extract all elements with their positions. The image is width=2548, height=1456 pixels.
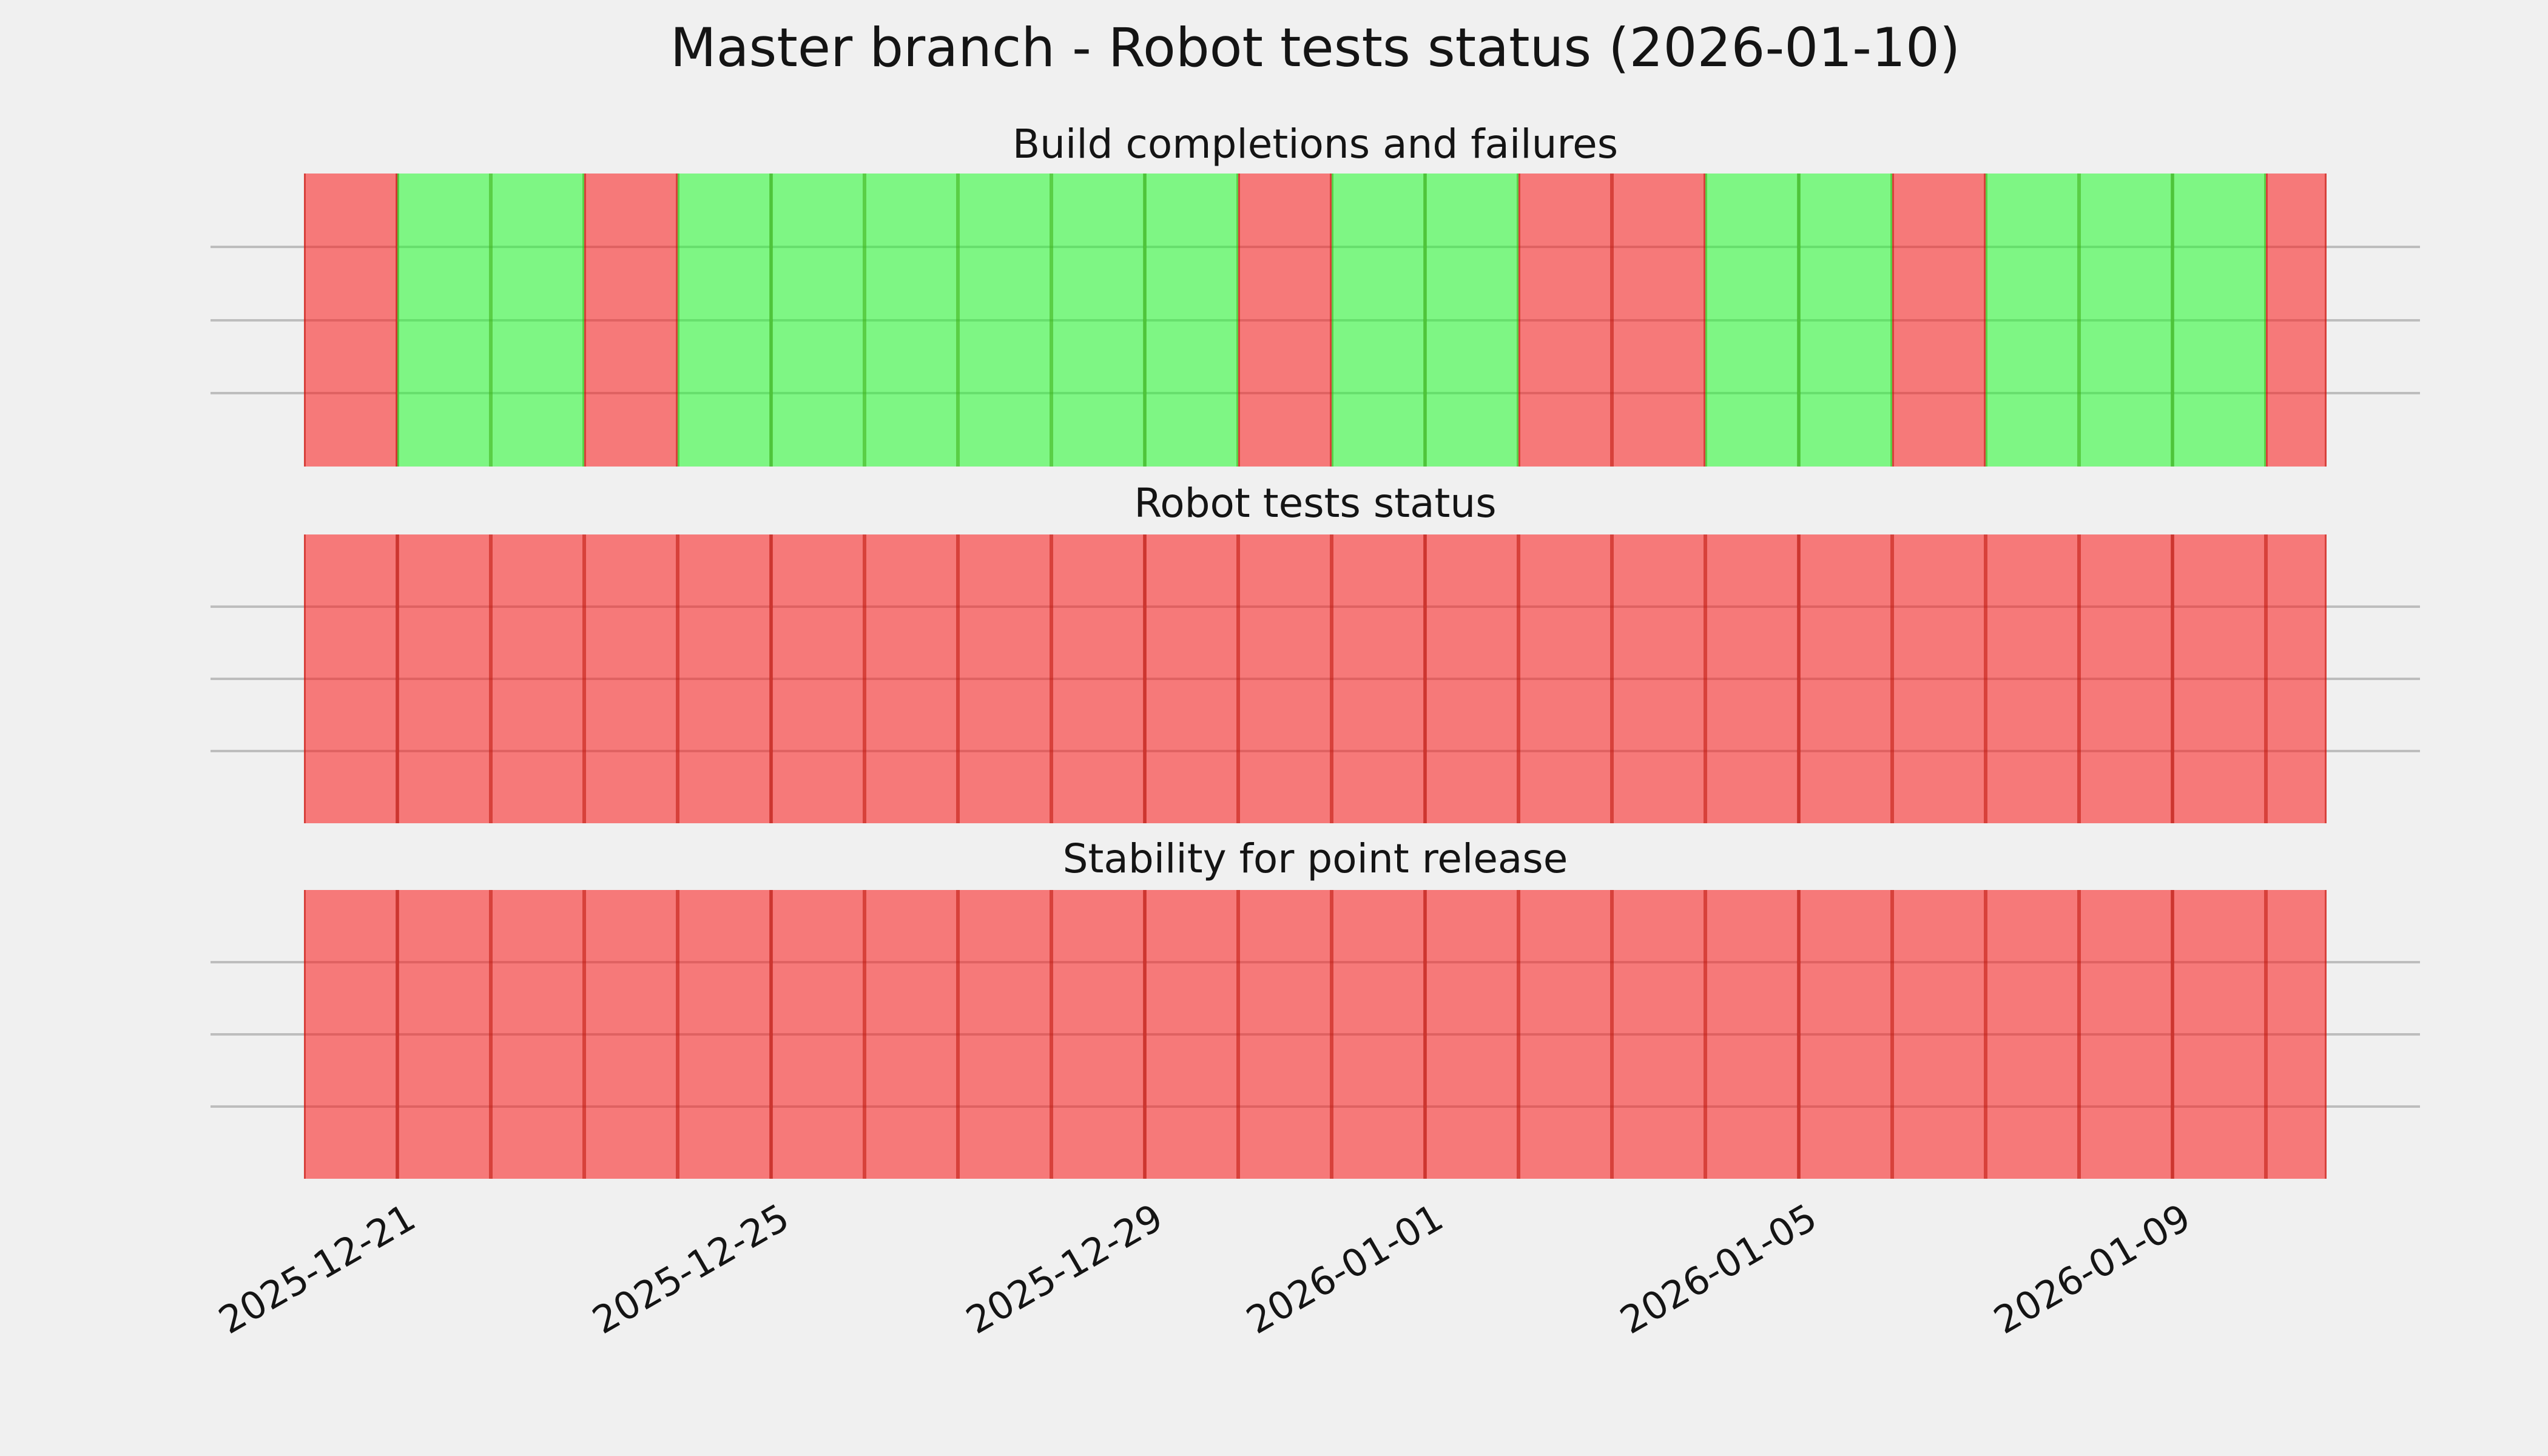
day-cell-2025-12-28-fail (1051, 534, 1145, 823)
day-cell-2025-12-30-fail (1238, 534, 1332, 823)
day-cell-2025-12-23-fail (584, 174, 678, 467)
x-tick-label-2025-12-29: 2025-12-29 (958, 1195, 1170, 1343)
day-cell-2025-12-29-fail (1144, 534, 1238, 823)
day-cell-2025-12-25-fail (770, 890, 864, 1179)
day-cell-2025-12-29-pass (1144, 174, 1238, 467)
day-cell-2026-01-10-fail (2265, 890, 2327, 1179)
day-cell-2026-01-01-fail (1424, 534, 1518, 823)
day-cell-2025-12-26-fail (864, 890, 958, 1179)
day-cell-2025-12-24-fail (677, 890, 771, 1179)
day-cell-2025-12-23-fail (584, 534, 678, 823)
day-cell-2025-12-29-fail (1144, 890, 1238, 1179)
day-cell-2026-01-08-fail (2078, 890, 2172, 1179)
day-cell-2026-01-05-fail (1798, 534, 1892, 823)
day-cell-2025-12-27-fail (957, 534, 1051, 823)
day-cell-2025-12-21-fail (397, 534, 491, 823)
day-cell-2026-01-02-fail (1518, 890, 1612, 1179)
day-cell-2026-01-03-fail (1611, 174, 1705, 467)
day-cell-2025-12-20-fail (303, 174, 397, 467)
day-cell-2026-01-02-fail (1518, 534, 1612, 823)
day-cell-2026-01-06-fail (1892, 890, 1986, 1179)
day-cell-2026-01-06-fail (1892, 174, 1986, 467)
day-cell-2026-01-02-fail (1518, 174, 1612, 467)
day-cell-2026-01-05-pass (1798, 174, 1892, 467)
day-cell-2025-12-28-pass (1051, 174, 1145, 467)
day-cell-2025-12-21-fail (397, 890, 491, 1179)
day-cell-2025-12-22-fail (490, 534, 584, 823)
day-cell-2025-12-30-fail (1238, 174, 1332, 467)
day-cell-2025-12-22-fail (490, 890, 584, 1179)
day-cell-2025-12-24-pass (677, 174, 771, 467)
x-tick-label-2025-12-21: 2025-12-21 (211, 1195, 423, 1343)
status-bars (303, 174, 2327, 467)
day-cell-2026-01-07-fail (1985, 890, 2079, 1179)
status-bars (303, 890, 2327, 1179)
figure-title: Master branch - Robot tests status (2026… (670, 16, 1961, 79)
day-cell-2026-01-01-pass (1424, 174, 1518, 467)
day-cell-2025-12-25-fail (770, 534, 864, 823)
subplot-title-stability: Stability for point release (1062, 835, 1568, 882)
day-cell-2026-01-04-fail (1705, 890, 1799, 1179)
day-cell-2025-12-24-fail (677, 534, 771, 823)
day-cell-2026-01-09-fail (2172, 890, 2266, 1179)
x-tick-label-2025-12-25: 2025-12-25 (584, 1195, 797, 1343)
x-tick-label-2026-01-05: 2026-01-05 (1612, 1195, 1824, 1343)
day-cell-2025-12-22-pass (490, 174, 584, 467)
day-cell-2026-01-10-fail (2265, 174, 2327, 467)
day-cell-2025-12-26-pass (864, 174, 958, 467)
x-tick-label-2026-01-01: 2026-01-01 (1238, 1195, 1451, 1343)
day-cell-2026-01-08-pass (2078, 174, 2172, 467)
day-cell-2026-01-05-fail (1798, 890, 1892, 1179)
day-cell-2026-01-09-fail (2172, 534, 2266, 823)
day-cell-2026-01-04-pass (1705, 174, 1799, 467)
day-cell-2025-12-20-fail (303, 534, 397, 823)
day-cell-2025-12-31-fail (1331, 890, 1425, 1179)
status-bars (303, 534, 2327, 823)
subplot-title-robot-tests: Robot tests status (1134, 480, 1497, 527)
day-cell-2025-12-30-fail (1238, 890, 1332, 1179)
day-cell-2025-12-27-pass (957, 174, 1051, 467)
day-cell-2025-12-20-fail (303, 890, 397, 1179)
subplot-build-completions (211, 174, 2420, 467)
subplot-stability (211, 890, 2420, 1179)
x-tick-label-2026-01-09: 2026-01-09 (1986, 1195, 2198, 1343)
day-cell-2026-01-09-pass (2172, 174, 2266, 467)
day-cell-2025-12-21-pass (397, 174, 491, 467)
day-cell-2025-12-23-fail (584, 890, 678, 1179)
day-cell-2026-01-03-fail (1611, 890, 1705, 1179)
day-cell-2026-01-03-fail (1611, 534, 1705, 823)
day-cell-2026-01-04-fail (1705, 534, 1799, 823)
day-cell-2025-12-27-fail (957, 890, 1051, 1179)
day-cell-2026-01-07-pass (1985, 174, 2079, 467)
day-cell-2026-01-08-fail (2078, 534, 2172, 823)
day-cell-2025-12-25-pass (770, 174, 864, 467)
day-cell-2026-01-07-fail (1985, 534, 2079, 823)
subplot-title-build-completions: Build completions and failures (1012, 121, 1619, 167)
day-cell-2026-01-01-fail (1424, 890, 1518, 1179)
day-cell-2026-01-10-fail (2265, 534, 2327, 823)
day-cell-2025-12-31-pass (1331, 174, 1425, 467)
day-cell-2025-12-31-fail (1331, 534, 1425, 823)
day-cell-2026-01-06-fail (1892, 534, 1986, 823)
day-cell-2025-12-28-fail (1051, 890, 1145, 1179)
day-cell-2025-12-26-fail (864, 534, 958, 823)
subplot-robot-tests (211, 534, 2420, 823)
